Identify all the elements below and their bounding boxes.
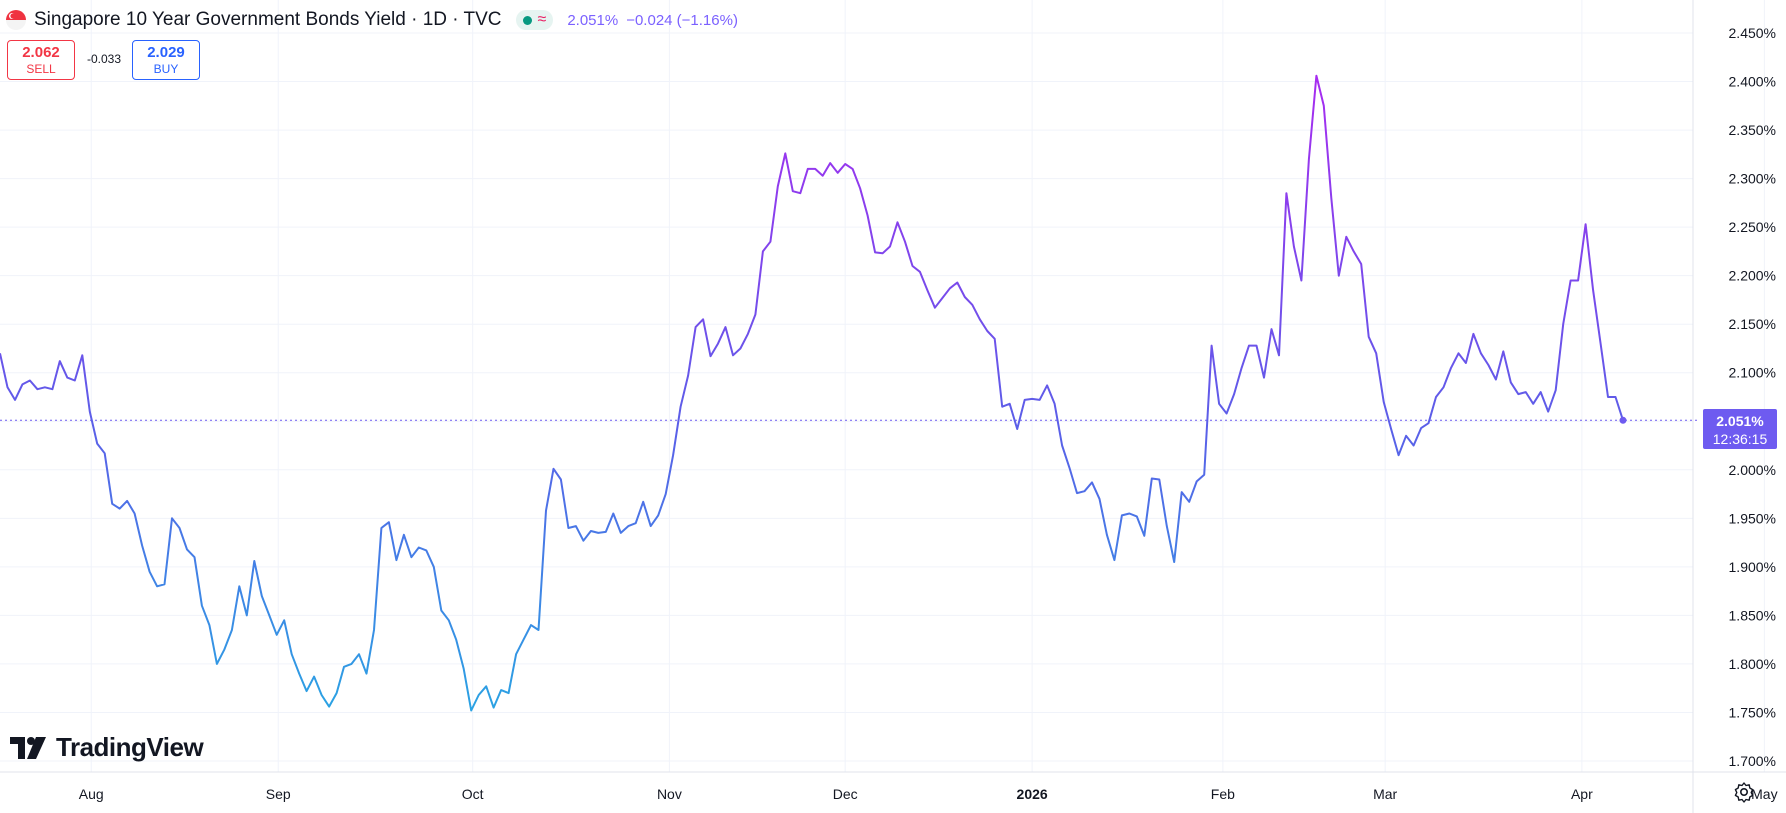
x-tick-label: Mar	[1373, 786, 1397, 802]
y-tick-label: 1.750%	[1729, 704, 1776, 720]
y-tick-label: 2.200%	[1729, 268, 1776, 284]
yield-series	[0, 74, 1627, 712]
y-tick-label: 2.000%	[1729, 462, 1776, 478]
x-tick-label: Oct	[462, 786, 484, 802]
brand-name: TradingView	[56, 732, 204, 762]
chart-grid	[0, 0, 1765, 772]
last-point	[1619, 416, 1627, 424]
x-tick-label: May	[1751, 786, 1777, 802]
y-tick-label: 1.800%	[1729, 656, 1776, 672]
buy-price: 2.029	[147, 44, 185, 61]
y-tick-label: 1.850%	[1729, 607, 1776, 623]
x-tick-label: Aug	[79, 786, 104, 802]
x-tick-label: Nov	[657, 786, 682, 802]
yield-line	[0, 74, 1624, 712]
x-tick-label: 2026	[1017, 786, 1048, 802]
x-tick-label: Feb	[1211, 786, 1235, 802]
y-tick-label: 1.900%	[1729, 559, 1776, 575]
last-value: 2.051%	[567, 11, 619, 29]
y-tick-label: 2.400%	[1729, 74, 1776, 90]
tradingview-logo-icon	[10, 736, 46, 759]
market-status-badge[interactable]: ≈	[515, 10, 554, 30]
sell-button[interactable]: 2.062 SELL	[7, 40, 75, 80]
y-tick-label: 2.350%	[1729, 122, 1776, 138]
data-feed-icon: ≈	[537, 11, 547, 28]
y-tick-label: 2.100%	[1729, 365, 1776, 381]
x-tick-label: Apr	[1571, 786, 1593, 802]
time-axis: AugSepOctNovDec2026FebMarAprMayJun	[0, 771, 1786, 802]
symbol-title[interactable]: Singapore 10 Year Government Bonds Yield…	[34, 9, 502, 30]
chart-header: Singapore 10 Year Government Bonds Yield…	[6, 6, 738, 34]
y-tick-label: 2.250%	[1729, 219, 1776, 235]
last-price-value: 2.051%	[1716, 413, 1764, 429]
bar-countdown: 12:36:15	[1712, 431, 1768, 447]
sell-label: SELL	[26, 62, 56, 76]
buy-button[interactable]: 2.029 BUY	[132, 40, 200, 80]
price-axis: 2.450% 2.400% 2.350% 2.300% 2.250% 2.200% 2.15…	[1692, 0, 1776, 813]
last-price-label: 2.051% 12:36:15	[1703, 409, 1777, 449]
x-tick-label: Sep	[266, 786, 291, 802]
tradingview-logo[interactable]: TradingView	[10, 732, 204, 763]
market-open-dot-icon	[522, 15, 532, 25]
buy-label: BUY	[153, 62, 179, 76]
y-tick-label: 2.450%	[1729, 25, 1776, 41]
x-tick-label: Dec	[833, 786, 858, 802]
spread-value: -0.033	[86, 52, 122, 66]
sell-price: 2.062	[22, 44, 60, 61]
y-tick-label: 2.150%	[1729, 316, 1776, 332]
settings-gear-icon[interactable]	[1732, 780, 1756, 804]
y-tick-label: 1.950%	[1729, 510, 1776, 526]
y-tick-label: 1.700%	[1729, 753, 1776, 769]
y-tick-label: 2.300%	[1729, 171, 1776, 187]
singapore-flag-icon	[6, 10, 26, 30]
price-change: −0.024 (−1.16%)	[626, 11, 738, 29]
